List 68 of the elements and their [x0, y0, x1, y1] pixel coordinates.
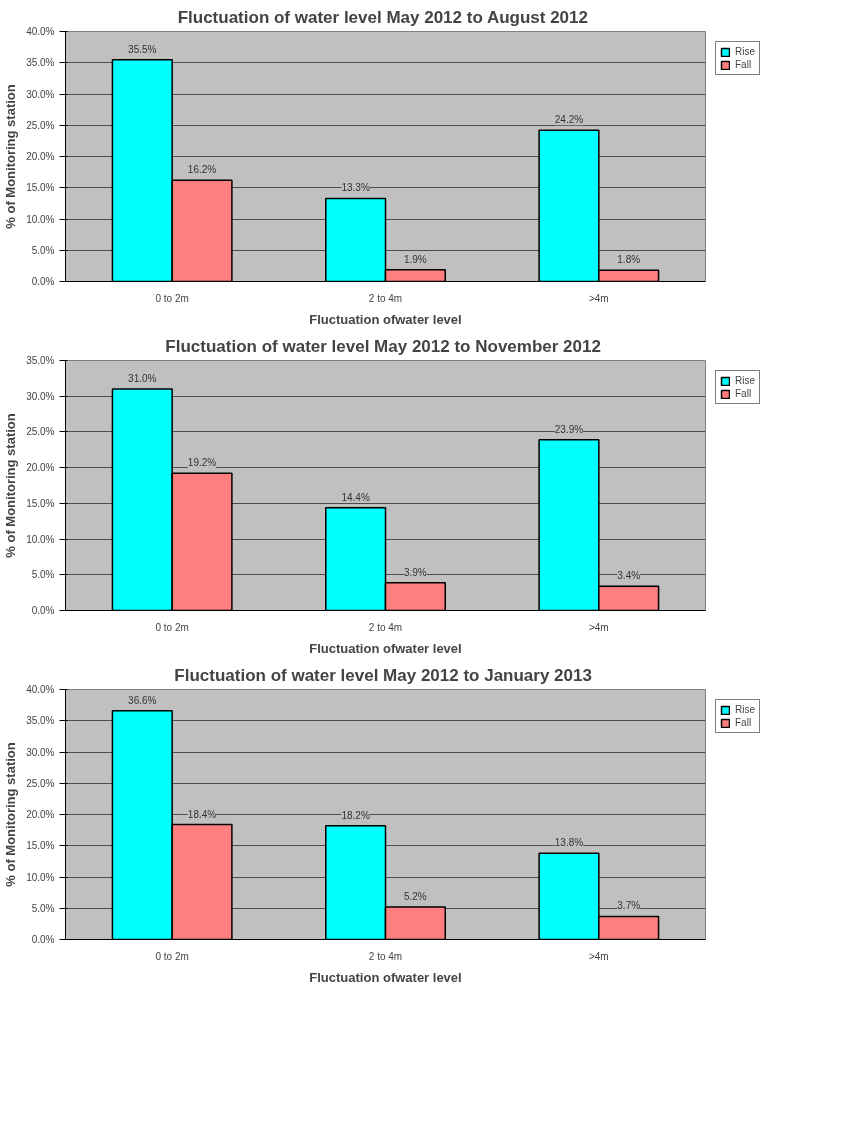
y-tick-label: 30.0%	[26, 88, 55, 100]
legend-label: Rise	[735, 375, 756, 386]
x-tick-label: 0 to 2m	[155, 292, 189, 304]
legend-label: Rise	[735, 704, 756, 715]
y-tick-label: 0.0%	[31, 276, 55, 287]
y-tick-label: 15.0%	[26, 840, 55, 852]
x-axis-title: Fluctuation ofwater level	[309, 969, 462, 985]
chart-title: Fluctuation of water level May 2012 to January 2013	[174, 665, 592, 685]
x-axis-title: Fluctuation ofwater level	[309, 640, 462, 656]
y-tick-label: 0.0%	[31, 605, 55, 616]
x-axis-title: Fluctuation ofwater level	[309, 311, 462, 327]
y-tick-label: 35.0%	[26, 355, 55, 366]
y-tick-label: 15.0%	[26, 182, 55, 194]
data-label: 31.0%	[128, 373, 157, 385]
data-label: 35.5%	[128, 43, 157, 55]
data-label: 5.2%	[403, 891, 427, 902]
x-tick-label: 2 to 4m	[368, 292, 403, 304]
data-label: 23.9%	[554, 423, 584, 435]
y-tick-label: 5.0%	[31, 569, 55, 581]
data-label: 3.4%	[617, 570, 641, 582]
y-tick-label: 40.0%	[26, 684, 55, 695]
data-label: 3.7%	[617, 900, 641, 912]
x-tick-label: >4m	[588, 621, 609, 633]
data-label: 18.2%	[341, 809, 370, 821]
data-label: 13.8%	[554, 837, 584, 849]
y-axis-title: % of Monitoring station	[3, 742, 19, 887]
data-label: 24.2%	[554, 114, 584, 126]
data-label: 1.8%	[617, 254, 641, 266]
data-label: 18.4%	[187, 808, 217, 820]
data-label: 13.3%	[341, 182, 370, 194]
y-tick-label: 10.0%	[26, 871, 55, 883]
data-label: 19.2%	[187, 457, 217, 469]
y-tick-label: 5.0%	[31, 902, 55, 914]
y-tick-label: 35.0%	[26, 715, 55, 727]
y-tick-label: 5.0%	[31, 244, 55, 256]
y-tick-label: 25.0%	[26, 426, 55, 438]
y-tick-label: 15.0%	[26, 497, 55, 509]
x-tick-label: 2 to 4m	[368, 621, 403, 633]
data-label: 36.6%	[128, 694, 157, 706]
y-tick-label: 20.0%	[26, 809, 55, 820]
data-label: 3.9%	[403, 566, 427, 578]
y-tick-label: 25.0%	[26, 119, 55, 131]
y-tick-label: 20.0%	[26, 151, 55, 162]
legend-label: Rise	[735, 46, 756, 57]
y-tick-label: 40.0%	[26, 26, 55, 37]
x-tick-label: 0 to 2m	[155, 950, 189, 962]
legend-label: Fall	[735, 388, 753, 399]
chart-title: Fluctuation of water level May 2012 to November 2012	[165, 336, 601, 356]
y-tick-label: 25.0%	[26, 777, 55, 789]
data-label: 14.4%	[341, 491, 370, 503]
y-tick-label: 30.0%	[26, 746, 55, 758]
y-tick-label: 10.0%	[26, 533, 55, 545]
y-axis-title: % of Monitoring station	[3, 413, 19, 558]
y-tick-label: 20.0%	[26, 462, 55, 474]
data-label: 16.2%	[187, 164, 217, 176]
x-tick-label: >4m	[588, 950, 609, 962]
y-tick-label: 10.0%	[26, 213, 55, 225]
chart-title: Fluctuation of water level May 2012 to August 2012	[177, 7, 588, 27]
y-tick-label: 35.0%	[26, 57, 55, 69]
legend-label: Fall	[735, 717, 753, 728]
y-axis-title: % of Monitoring station	[3, 84, 19, 229]
y-tick-label: 30.0%	[26, 390, 55, 402]
y-tick-label: 0.0%	[31, 934, 55, 945]
legend-label: Fall	[735, 59, 753, 70]
x-tick-label: >4m	[588, 292, 609, 304]
x-tick-label: 2 to 4m	[368, 950, 403, 962]
x-tick-label: 0 to 2m	[155, 621, 189, 633]
data-label: 1.9%	[403, 253, 427, 265]
